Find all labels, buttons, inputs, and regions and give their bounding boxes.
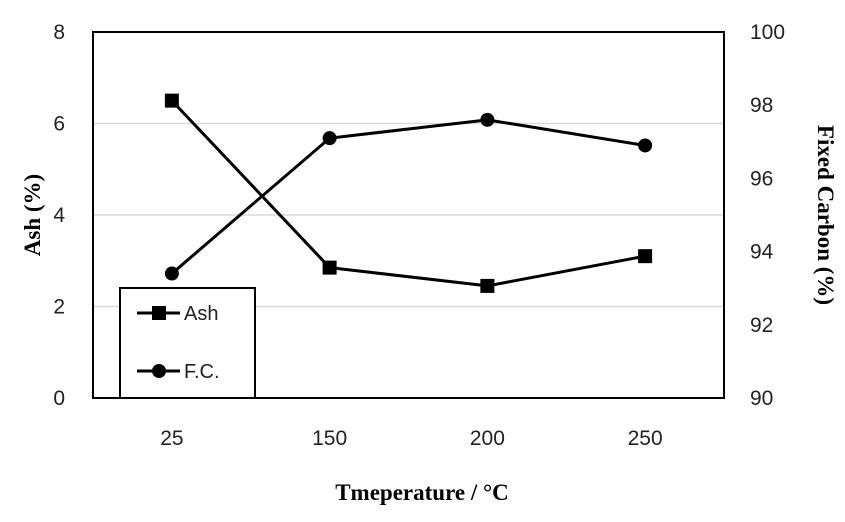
y-right-tick-label: 96 <box>750 167 773 190</box>
tick-layer: 0 2 4 6 8 90 92 94 96 98 100 25 150 200 250 <box>53 21 785 450</box>
y-right-tick-label: 94 <box>750 241 774 264</box>
x-tick-label: 150 <box>312 427 347 450</box>
data-point-ash <box>480 278 495 293</box>
data-point-fc <box>164 266 179 281</box>
y-right-axis-title: Fixed Carbon (%) <box>813 125 838 305</box>
y-left-tick-label: 4 <box>53 204 65 227</box>
y-left-tick-label: 8 <box>53 21 65 44</box>
y-right-tick-label: 100 <box>750 21 785 44</box>
x-tick-label: 250 <box>628 427 663 450</box>
data-point-ash <box>322 260 337 275</box>
data-point-fc <box>480 112 495 127</box>
y-left-tick-label: 0 <box>53 387 65 410</box>
y-right-tick-label: 98 <box>750 94 773 117</box>
legend-ash-marker <box>152 306 166 320</box>
data-point-ash <box>164 93 179 108</box>
series-line-fc <box>170 118 646 275</box>
legend-box <box>119 287 256 399</box>
x-axis-title: Tmeperature / °C <box>335 480 509 505</box>
y-right-tick-label: 90 <box>750 387 773 410</box>
series-line-ash <box>170 99 646 288</box>
series-layer <box>164 93 653 293</box>
data-point-ash <box>638 249 653 264</box>
legend-ash-label: Ash <box>184 303 218 325</box>
x-tick-label: 200 <box>470 427 505 450</box>
plot-frame <box>92 31 725 399</box>
grid-layer <box>93 122 724 308</box>
y-left-axis-title: Ash (%) <box>20 174 45 256</box>
y-left-tick-label: 2 <box>53 296 65 319</box>
y-right-tick-label: 92 <box>750 314 773 337</box>
legend-fc-label: F.C. <box>184 361 220 383</box>
legend-fc-marker <box>152 364 166 378</box>
y-left-tick-label: 6 <box>53 113 65 136</box>
data-point-fc <box>638 138 653 153</box>
legend: Ash F.C. <box>119 287 256 399</box>
data-point-fc <box>322 131 337 146</box>
x-tick-label: 25 <box>160 427 183 450</box>
